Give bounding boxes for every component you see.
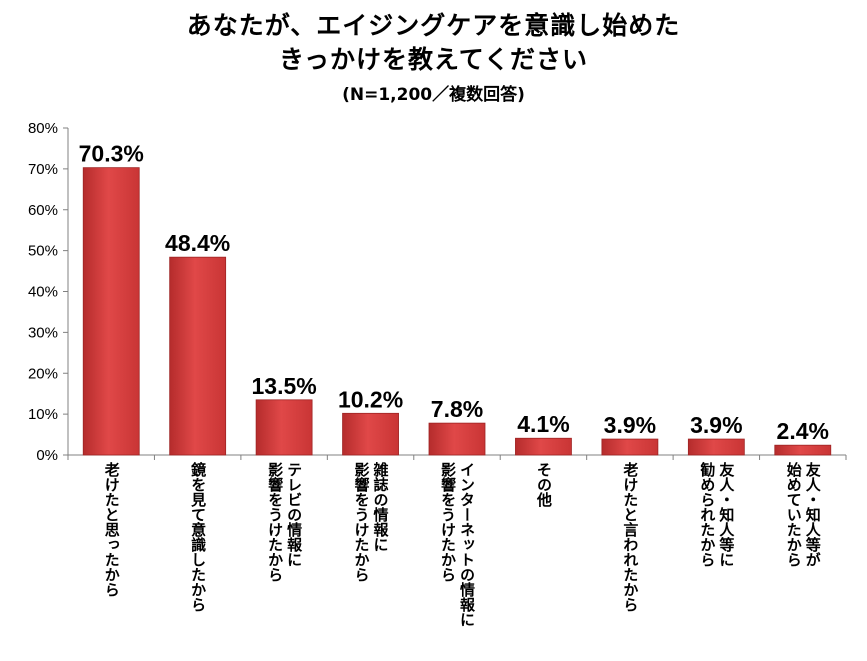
chart-title-line1: あなたが、エイジングケアを意識し始めた bbox=[186, 11, 681, 40]
x-category-label-line: 友人・知人等が bbox=[803, 462, 822, 567]
y-tick-label: 40% bbox=[28, 284, 58, 301]
x-category-label-line: 鏡を見て意識したから bbox=[189, 462, 208, 612]
y-tick-label: 50% bbox=[28, 243, 58, 260]
y-tick-label: 0% bbox=[36, 447, 58, 464]
data-label: 48.4% bbox=[165, 230, 230, 256]
y-tick-label: 30% bbox=[28, 324, 58, 341]
chart-subtitle: (N=1,200／複数回答) bbox=[342, 85, 525, 105]
data-label: 3.9% bbox=[604, 412, 656, 438]
data-label: 7.8% bbox=[431, 396, 483, 422]
data-label: 70.3% bbox=[79, 141, 144, 167]
x-category-label-line: その他 bbox=[534, 462, 553, 507]
x-category-label-line: 友人・知人等に bbox=[717, 462, 736, 567]
x-category-label-line: 影響をうけたから bbox=[266, 462, 285, 582]
data-label: 10.2% bbox=[338, 386, 403, 412]
x-category-label: 雑誌の情報に 影響をうけたから bbox=[352, 462, 390, 582]
x-category-label-line: 始めていたから bbox=[784, 462, 803, 567]
data-label: 4.1% bbox=[517, 411, 569, 437]
chart-title-line2: きっかけを教えてください bbox=[278, 45, 588, 74]
x-category-label: インターネットの情報に 影響をうけたから bbox=[438, 462, 476, 627]
bar bbox=[342, 412, 399, 456]
x-category-label-line: テレビの情報に bbox=[285, 462, 304, 567]
x-category-label: その他 bbox=[534, 462, 553, 507]
x-category-label-line: 影響をうけたから bbox=[352, 462, 371, 582]
bar bbox=[687, 438, 745, 456]
y-tick-label: 70% bbox=[28, 161, 58, 178]
x-category-label: 友人・知人等に 勧められたから bbox=[697, 462, 735, 567]
bar bbox=[82, 167, 140, 456]
x-category-label-line: 影響をうけたから bbox=[439, 462, 457, 582]
data-label: 2.4% bbox=[777, 418, 829, 444]
bar bbox=[515, 437, 572, 456]
x-category-label-line: 老けたと言われたから bbox=[621, 462, 640, 612]
x-category-label: 友人・知人等が 始めていたから bbox=[784, 462, 822, 567]
data-label: 3.9% bbox=[690, 412, 742, 438]
bar bbox=[255, 399, 313, 456]
x-category-label: 老けたと言われたから bbox=[620, 462, 639, 612]
x-category-label: 老けたと思ったから bbox=[102, 462, 121, 597]
x-category-label-line: 勧められたから bbox=[698, 462, 717, 567]
x-category-label-line: インターネットの情報に bbox=[458, 462, 476, 627]
y-tick-label: 60% bbox=[28, 202, 58, 219]
bar bbox=[428, 422, 486, 456]
data-label: 13.5% bbox=[252, 373, 317, 399]
y-tick-label: 10% bbox=[28, 406, 58, 423]
bar bbox=[774, 444, 832, 456]
x-category-label-line: 老けたと思ったから bbox=[102, 462, 121, 597]
x-category-label-line: 雑誌の情報に bbox=[371, 462, 390, 552]
y-tick-label: 20% bbox=[28, 365, 58, 382]
y-tick-label: 80% bbox=[28, 120, 58, 137]
bar bbox=[169, 256, 227, 456]
bar bbox=[601, 438, 659, 456]
x-category-label: テレビの情報に 影響をうけたから bbox=[265, 462, 303, 582]
x-category-label: 鏡を見て意識したから bbox=[188, 462, 207, 612]
